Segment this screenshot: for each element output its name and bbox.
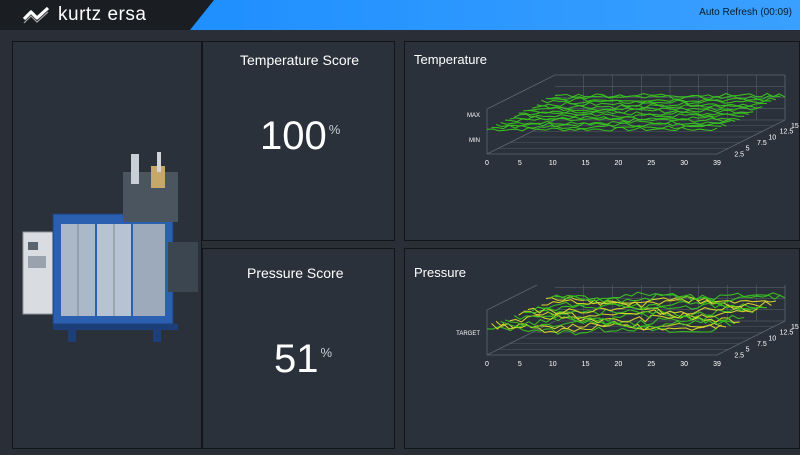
machine-panel bbox=[12, 41, 202, 449]
brand-name: kurtz ersa bbox=[58, 4, 147, 25]
series-line bbox=[491, 124, 722, 130]
series-line bbox=[554, 92, 786, 98]
series-line bbox=[513, 113, 745, 119]
pressure-score-unit: % bbox=[320, 345, 333, 360]
series-line bbox=[486, 325, 718, 336]
brand-logo: kurtz ersa bbox=[22, 4, 146, 26]
pressure-score-value: 51% bbox=[274, 337, 332, 382]
z-tick-label: 2.5 bbox=[734, 151, 744, 158]
x-tick-label: 10 bbox=[549, 160, 557, 167]
pressure-chart-panel: Pressure TARGET 0 5 10 15 20 25 30 39 2.5 5 7.5 10 12… bbox=[404, 248, 800, 449]
pressure-chart-title: Pressure bbox=[414, 265, 467, 280]
back-edge bbox=[486, 285, 538, 311]
x-tick-label: 39 bbox=[713, 361, 721, 368]
temperature-score-value: 100% bbox=[260, 114, 340, 159]
x-tick-label: 0 bbox=[485, 160, 489, 167]
temperature-chart-title: Temperature bbox=[414, 52, 487, 67]
x-tick-label: 15 bbox=[582, 361, 590, 368]
pressure-score-panel: Pressure Score 51% bbox=[202, 248, 395, 449]
z-tick-label: 12.5 bbox=[780, 330, 794, 337]
header-accent-band bbox=[190, 0, 800, 30]
z-tick-label: 7.5 bbox=[757, 140, 767, 147]
z-tick-label: 5 bbox=[746, 146, 750, 153]
x-tick-label: 15 bbox=[582, 160, 590, 167]
x-tick-label: 30 bbox=[680, 361, 688, 368]
series-line bbox=[536, 101, 767, 107]
series-line bbox=[545, 296, 776, 306]
series-line bbox=[486, 126, 718, 132]
series-line bbox=[541, 297, 772, 308]
series-line bbox=[532, 104, 763, 110]
series-line bbox=[500, 120, 731, 125]
z-tick-label: 5 bbox=[746, 347, 750, 354]
x-tick-label: 39 bbox=[713, 160, 721, 167]
temperature-score-unit: % bbox=[328, 122, 341, 137]
x-tick-label: 30 bbox=[680, 160, 688, 167]
series-line bbox=[541, 99, 772, 105]
x-tick-label: 10 bbox=[549, 361, 557, 368]
z-tick-label: 15 bbox=[791, 123, 799, 130]
z-tick-label: 2.5 bbox=[734, 352, 744, 359]
x-tick-label: 25 bbox=[647, 361, 655, 368]
auto-refresh-indicator[interactable]: Auto Refresh (00:09) bbox=[699, 7, 792, 18]
series-line bbox=[550, 95, 781, 101]
series-line bbox=[500, 319, 731, 329]
temperature-chart-panel: Temperature MAX MIN 0 5 10 15 20 25 30 39 2.5 5 7.5 1… bbox=[404, 41, 800, 241]
temperature-score-number: 100 bbox=[260, 114, 327, 158]
z-tick-label: 7.5 bbox=[757, 341, 767, 348]
z-tick-label: 12.5 bbox=[780, 129, 794, 136]
temperature-score-title: Temperature Score bbox=[240, 52, 360, 68]
x-tick-label: 20 bbox=[615, 361, 623, 368]
brand-mark-icon bbox=[22, 6, 50, 24]
series-line bbox=[504, 316, 736, 326]
x-tick-label: 5 bbox=[518, 160, 522, 167]
y-label-target: TARGET bbox=[456, 331, 480, 337]
x-tick-label: 20 bbox=[615, 160, 623, 167]
x-tick-label: 0 bbox=[485, 361, 489, 368]
series-line bbox=[554, 291, 786, 302]
z-tick-label: 10 bbox=[768, 335, 776, 342]
series-line bbox=[545, 97, 777, 103]
pressure-score-title: Pressure Score bbox=[247, 265, 344, 281]
y-label-min: MIN bbox=[469, 138, 480, 144]
z-tick-label: 15 bbox=[791, 324, 799, 331]
machine-icon bbox=[22, 152, 198, 342]
z-tick-label: 10 bbox=[768, 134, 776, 141]
series-line bbox=[523, 307, 754, 318]
x-tick-label: 25 bbox=[647, 160, 655, 167]
back-edge bbox=[486, 74, 556, 110]
series-line bbox=[518, 110, 749, 116]
y-label-max: MAX bbox=[467, 113, 480, 119]
temperature-score-panel: Temperature Score 100% bbox=[202, 41, 395, 241]
pressure-score-number: 51 bbox=[274, 337, 319, 381]
top-bar: kurtz ersa Auto Refresh (00:09) bbox=[0, 0, 800, 30]
x-tick-label: 5 bbox=[518, 361, 522, 368]
